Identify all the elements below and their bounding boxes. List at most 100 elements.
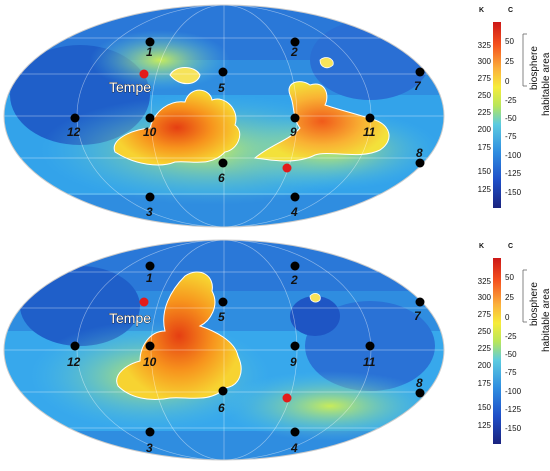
site-marker-3 xyxy=(145,427,155,437)
site-label-11: 11 xyxy=(363,125,376,139)
tick-c-minus100: -100 xyxy=(505,387,522,396)
site-marker-red-2 xyxy=(282,393,292,403)
tick-k-300: 300 xyxy=(478,293,492,302)
tick-k-200: 200 xyxy=(478,125,492,134)
site-marker-6 xyxy=(218,158,228,168)
site-marker-7 xyxy=(415,67,425,77)
tick-c-minus25: -25 xyxy=(505,96,517,105)
map-outline-top xyxy=(3,4,445,228)
site-marker-11 xyxy=(365,113,375,123)
colorbar-bottom: K C 325 300 275 250 225 200 175 150 125 … xyxy=(465,236,550,466)
tick-c-0: 0 xyxy=(505,77,510,86)
site-label-12: 12 xyxy=(67,355,81,369)
tick-c-minus125: -125 xyxy=(505,405,522,414)
site-marker-5 xyxy=(218,67,228,77)
site-label-8: 8 xyxy=(416,376,423,390)
site-marker-1 xyxy=(145,37,155,47)
label-biosphere: biosphere xyxy=(529,46,540,90)
site-label-5: 5 xyxy=(218,81,225,95)
site-marker-red-2 xyxy=(282,163,292,173)
tick-c-minus150: -150 xyxy=(505,424,522,433)
map-body-bottom xyxy=(4,240,444,460)
site-label-9: 9 xyxy=(290,125,297,139)
site-marker-4 xyxy=(290,192,300,202)
site-label-8: 8 xyxy=(416,146,423,160)
tick-c-0: 0 xyxy=(505,313,510,322)
tick-k-150: 150 xyxy=(478,403,492,412)
site-label-12: 12 xyxy=(67,125,81,139)
site-marker-12 xyxy=(70,113,80,123)
site-label-6: 6 xyxy=(218,171,225,185)
map-outline-bottom xyxy=(3,239,445,461)
site-label-6: 6 xyxy=(218,401,225,415)
site-label-2: 2 xyxy=(290,45,298,59)
tick-k-275: 275 xyxy=(478,74,492,83)
site-label-11: 11 xyxy=(363,355,376,369)
colorbar-gradient xyxy=(493,258,501,444)
tick-c-minus75: -75 xyxy=(505,368,517,377)
site-label-10: 10 xyxy=(143,125,157,139)
site-marker-9 xyxy=(290,341,300,351)
colorbar-unit-k: K xyxy=(479,7,484,14)
tick-c-minus125: -125 xyxy=(505,169,522,178)
site-marker-1 xyxy=(145,261,155,271)
site-label-4: 4 xyxy=(290,205,298,219)
site-label-10: 10 xyxy=(143,355,157,369)
site-marker-11 xyxy=(365,341,375,351)
site-marker-5 xyxy=(218,297,228,307)
tick-k-275: 275 xyxy=(478,310,492,319)
site-marker-tempe xyxy=(139,297,149,307)
site-label-4: 4 xyxy=(290,441,298,455)
tick-c-minus75: -75 xyxy=(505,132,517,141)
colorbar-svg-top: K C 325 300 275 250 225 200 175 150 125 … xyxy=(478,7,550,208)
tick-c-25: 25 xyxy=(505,57,514,66)
tick-k-325: 325 xyxy=(478,277,492,286)
tick-c-minus25: -25 xyxy=(505,332,517,341)
tick-c-25: 25 xyxy=(505,293,514,302)
tick-c-minus50: -50 xyxy=(505,114,517,123)
label-biosphere: biosphere xyxy=(529,282,540,326)
map-body-top xyxy=(4,5,444,227)
site-marker-8 xyxy=(415,158,425,168)
colorbar-unit-c: C xyxy=(508,7,513,14)
tick-k-225: 225 xyxy=(478,344,492,353)
site-marker-7 xyxy=(415,297,425,307)
temperature-map-bottom: 1 2 3 4 5 6 7 8 9 10 11 12 Tempe xyxy=(0,236,455,466)
tick-k-175: 175 xyxy=(478,143,492,152)
site-label-3: 3 xyxy=(146,205,153,219)
colorbar-unit-k: K xyxy=(479,243,484,250)
site-marker-6 xyxy=(218,386,228,396)
site-markers-top: 1 2 3 4 5 6 7 8 9 10 11 12 Tempe xyxy=(67,37,425,219)
tick-k-250: 250 xyxy=(478,327,492,336)
colorbar-unit-c: C xyxy=(508,243,513,250)
colorbar-gradient xyxy=(493,22,501,208)
tick-c-50: 50 xyxy=(505,37,514,46)
tick-k-225: 225 xyxy=(478,108,492,117)
site-markers-bottom: 1 2 3 4 5 6 7 8 9 10 11 12 Tempe xyxy=(67,261,425,455)
colorbar-top: K C 325 300 275 250 225 200 175 150 125 … xyxy=(465,0,550,230)
tick-k-125: 125 xyxy=(478,421,492,430)
site-label-2: 2 xyxy=(290,273,298,287)
tick-k-175: 175 xyxy=(478,379,492,388)
site-label-1: 1 xyxy=(146,45,153,59)
tick-k-125: 125 xyxy=(478,185,492,194)
tick-k-150: 150 xyxy=(478,167,492,176)
colorbar-svg-bottom: K C 325 300 275 250 225 200 175 150 125 … xyxy=(478,243,550,444)
site-marker-10 xyxy=(145,341,155,351)
site-marker-8 xyxy=(415,388,425,398)
site-label-5: 5 xyxy=(218,310,225,324)
label-habitable-area: habitable area xyxy=(541,288,550,352)
tick-k-325: 325 xyxy=(478,41,492,50)
tick-c-minus150: -150 xyxy=(505,188,522,197)
site-marker-9 xyxy=(290,113,300,123)
tick-k-250: 250 xyxy=(478,91,492,100)
map-svg-bottom: 1 2 3 4 5 6 7 8 9 10 11 12 Tempe xyxy=(3,239,445,461)
tick-k-300: 300 xyxy=(478,57,492,66)
tick-c-minus50: -50 xyxy=(505,350,517,359)
site-label-tempe: Tempe xyxy=(109,79,151,95)
site-label-7: 7 xyxy=(414,79,422,93)
site-marker-tempe xyxy=(139,69,149,79)
site-label-3: 3 xyxy=(146,441,153,455)
site-marker-3 xyxy=(145,192,155,202)
site-label-7: 7 xyxy=(414,309,422,323)
